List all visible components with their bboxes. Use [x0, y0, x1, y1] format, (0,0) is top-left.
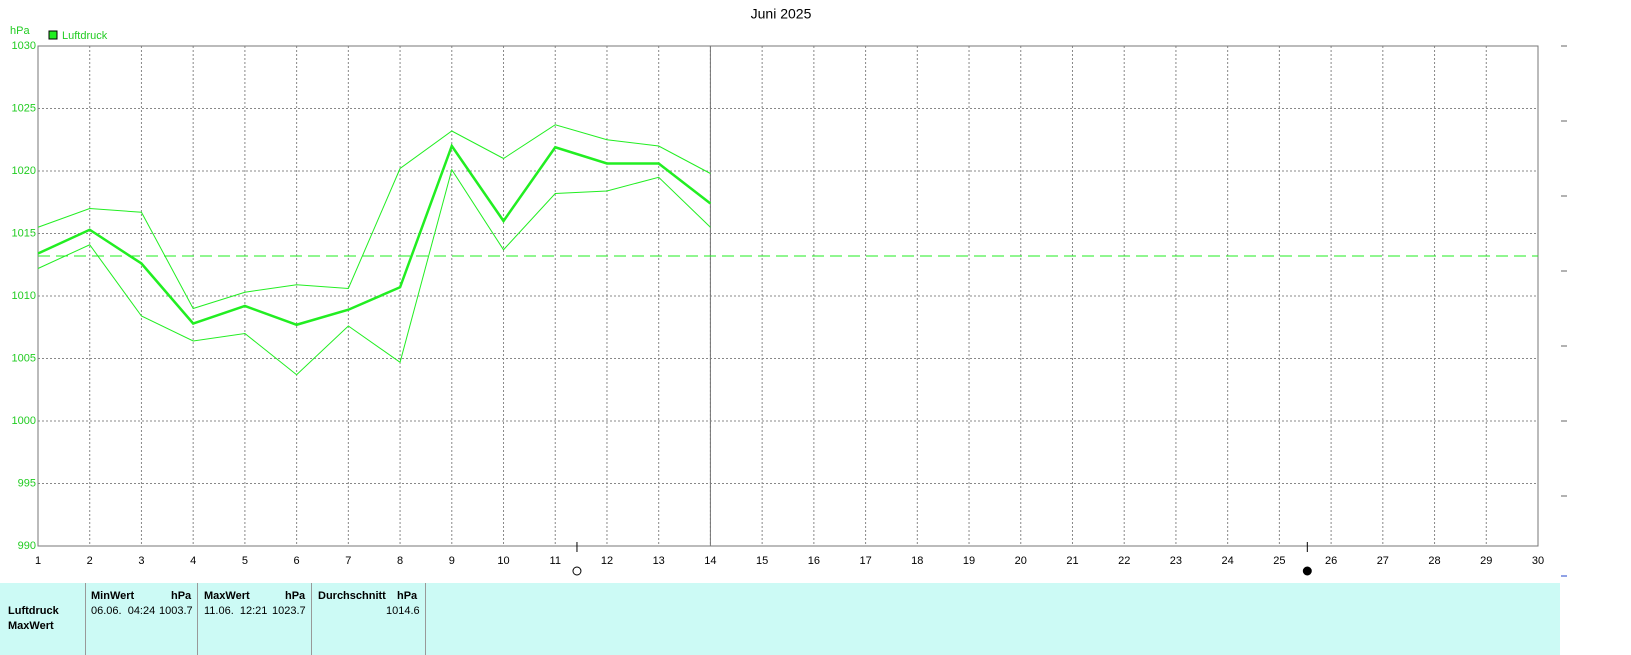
x-tick-label: 30	[1532, 555, 1544, 567]
moon-symbol	[572, 566, 582, 576]
series-line	[37, 168, 711, 376]
legend-label: Luftdruck	[62, 30, 108, 42]
x-tick-label: 5	[242, 555, 248, 567]
y-tick-label: 1010	[12, 290, 36, 302]
x-tick-label: 27	[1377, 555, 1389, 567]
y-tick-label: 1000	[12, 415, 36, 427]
x-tick-label: 17	[859, 555, 871, 567]
x-tick-label: 8	[397, 555, 403, 567]
cell: 1014.6	[386, 605, 420, 617]
y-tick-label: 1030	[12, 40, 36, 52]
x-tick-label: 22	[1118, 555, 1130, 567]
x-tick-label: 18	[911, 555, 923, 567]
cell: 06.06. 04:24	[91, 605, 156, 617]
x-tick-label: 29	[1480, 555, 1492, 567]
x-tick-label: 14	[704, 555, 716, 567]
y-tick-label: 1025	[12, 102, 36, 114]
series-line	[37, 143, 712, 327]
x-tick-label: 11	[550, 555, 561, 567]
x-tick-label: 10	[497, 555, 509, 567]
x-tick-label: 28	[1428, 555, 1440, 567]
col-unit: hPa	[171, 590, 192, 602]
col	[86, 583, 198, 655]
chart-title: Juni 2025	[751, 6, 812, 22]
y-label: hPa	[10, 25, 30, 37]
series-line	[37, 124, 711, 310]
x-tick-label: 20	[1015, 555, 1027, 567]
x-tick-label: 23	[1170, 555, 1182, 567]
chart: Juni 2025 hPa Luftdruck 990 995 1000 1005 10…	[10, 6, 1567, 577]
x-tick-label: 19	[963, 555, 975, 567]
summary-table: Luftdruck MaxWert MinWert hPa 06.06. 04:…	[0, 583, 1560, 655]
col-title: MaxWert	[204, 590, 250, 602]
cell: 1003.7	[159, 605, 193, 617]
x-tick-label: 21	[1066, 555, 1078, 567]
col-unit: hPa	[285, 590, 306, 602]
col	[198, 583, 312, 655]
y-tick-label: 1015	[12, 227, 36, 239]
x-tick-label: 13	[653, 555, 665, 567]
col-title: Durchschnitt	[318, 590, 386, 602]
x-tick-label: 1	[35, 555, 41, 567]
col-title: MinWert	[91, 590, 135, 602]
x-tick-label: 15	[756, 555, 768, 567]
x-tick-label: 24	[1222, 555, 1234, 567]
cell: 1023.7	[272, 605, 306, 617]
x-tick-label: 9	[449, 555, 455, 567]
x-tick-label: 26	[1325, 555, 1337, 567]
y-tick-label: 1005	[12, 352, 36, 364]
legend-swatch	[48, 30, 58, 40]
row-label: Luftdruck	[8, 605, 59, 617]
row-label: MaxWert	[8, 620, 54, 632]
plot-frame	[37, 45, 1539, 547]
moon-symbol	[1302, 566, 1312, 576]
y-tick-label: 990	[18, 540, 36, 552]
x-tick-label: 4	[190, 555, 196, 567]
col	[0, 583, 86, 655]
x-tick-label: 3	[138, 555, 144, 567]
x-tick-label: 6	[294, 555, 300, 567]
x-tick-label: 2	[87, 555, 93, 567]
col-unit: hPa	[397, 590, 418, 602]
col	[312, 583, 426, 655]
y-tick-label: 995	[18, 477, 36, 489]
y-tick-label: 1020	[12, 165, 36, 177]
right-ticks	[1561, 45, 1567, 577]
x-tick-label: 25	[1273, 555, 1285, 567]
cell: 11.06. 12:21	[204, 605, 268, 617]
x-tick-label: 7	[345, 555, 351, 567]
x-tick-label: 12	[601, 555, 613, 567]
x-tick-label: 16	[808, 555, 820, 567]
